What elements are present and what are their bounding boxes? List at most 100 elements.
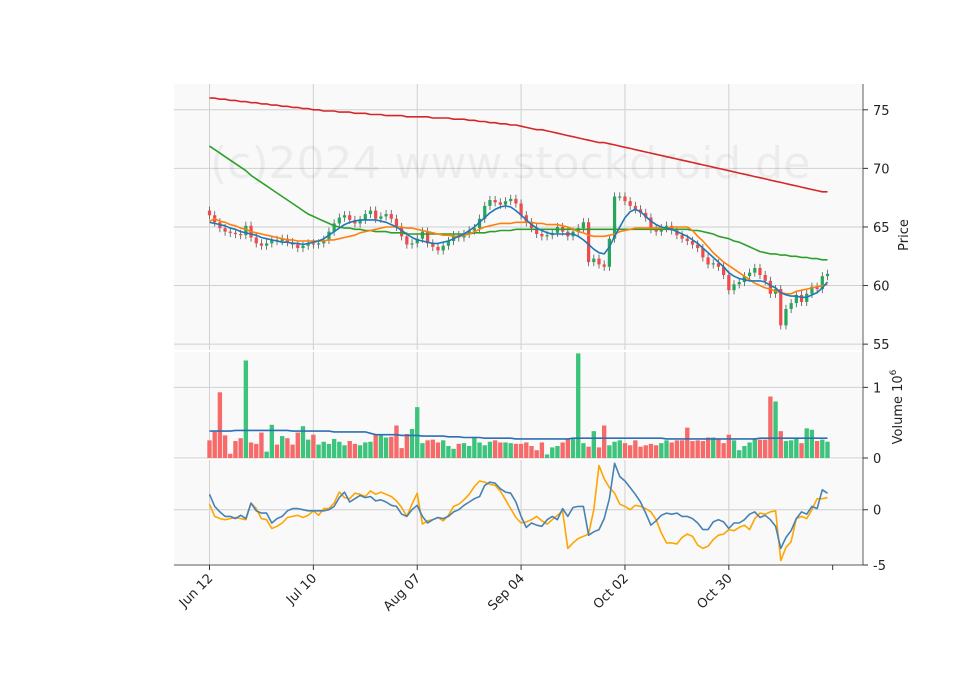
volume-bar bbox=[773, 401, 778, 458]
volume-bar bbox=[565, 438, 571, 458]
candle-body bbox=[711, 263, 715, 265]
candle-body bbox=[815, 286, 819, 290]
candle-body bbox=[296, 244, 300, 249]
candle-body bbox=[280, 238, 284, 242]
candle-body bbox=[467, 230, 471, 234]
volume-axis-label: Volume 106 bbox=[889, 369, 906, 444]
price-tick-label: 60 bbox=[873, 280, 890, 295]
candle-body bbox=[607, 238, 611, 267]
volume-bar bbox=[602, 425, 607, 458]
candle-body bbox=[618, 196, 622, 198]
candle-body bbox=[519, 203, 523, 216]
volume-bar bbox=[409, 429, 415, 458]
candle-body bbox=[799, 294, 804, 302]
volume-bar bbox=[347, 441, 352, 458]
volume-bar bbox=[498, 442, 503, 458]
candle-body bbox=[535, 228, 539, 234]
volume-bar bbox=[425, 440, 430, 458]
candle-body bbox=[394, 218, 399, 227]
oscillator-tick-label: -5 bbox=[873, 559, 886, 574]
candle-body bbox=[727, 275, 731, 291]
volume-bar bbox=[212, 431, 217, 458]
candle-body bbox=[384, 214, 388, 217]
ma-long-line bbox=[209, 145, 828, 261]
volume-bar bbox=[700, 441, 706, 458]
watermark-text: (c)2024 www.stockdroid.de bbox=[210, 138, 810, 189]
volume-bar bbox=[524, 442, 529, 458]
volume-bar bbox=[305, 439, 311, 458]
volume-bar bbox=[534, 450, 539, 458]
volume-bar bbox=[757, 439, 763, 458]
candle-body bbox=[696, 244, 700, 249]
volume-bar bbox=[794, 437, 799, 458]
osc-panel-background bbox=[174, 460, 863, 565]
volume-bar bbox=[269, 424, 275, 458]
volume-bar bbox=[326, 443, 332, 458]
candle-body bbox=[794, 294, 798, 304]
volume-ma-line bbox=[209, 429, 828, 440]
candle-body bbox=[820, 276, 824, 290]
volume-bar bbox=[461, 443, 467, 458]
volume-bar bbox=[399, 448, 404, 458]
volume-bar bbox=[508, 443, 513, 458]
volume-bar bbox=[482, 445, 487, 458]
candle-body bbox=[316, 243, 321, 245]
candle-body bbox=[737, 282, 741, 285]
candle-body bbox=[747, 272, 752, 277]
volume-bar bbox=[711, 437, 716, 458]
candle-body bbox=[254, 237, 258, 244]
price-tick-label: 70 bbox=[873, 162, 890, 177]
volume-bar bbox=[814, 441, 820, 458]
volume-bar bbox=[420, 443, 425, 458]
volume-panel bbox=[207, 353, 830, 458]
candle-body bbox=[623, 196, 627, 202]
volume-bar bbox=[752, 438, 757, 458]
volume-bar bbox=[638, 446, 643, 458]
volume-bar bbox=[513, 443, 519, 458]
volume-bar bbox=[737, 450, 742, 458]
volume-bar bbox=[285, 438, 290, 458]
candle-body bbox=[758, 267, 762, 276]
volume-bar bbox=[726, 434, 732, 458]
candle-body bbox=[628, 201, 632, 206]
candle-body bbox=[368, 210, 373, 215]
candle-body bbox=[426, 231, 430, 244]
candle-body bbox=[633, 205, 637, 210]
volume-bar bbox=[280, 436, 285, 458]
candle-body bbox=[680, 235, 684, 239]
candle-body bbox=[265, 243, 269, 246]
volume-bar bbox=[316, 444, 321, 458]
candle-body bbox=[363, 214, 367, 220]
ma-short-line bbox=[209, 205, 829, 299]
volume-bar bbox=[290, 444, 295, 458]
volume-tick-label: 0 bbox=[873, 452, 881, 467]
volume-bar bbox=[243, 360, 249, 458]
candle-body bbox=[332, 223, 336, 232]
volume-bar bbox=[274, 444, 280, 458]
candle-body bbox=[545, 235, 549, 237]
volume-bar bbox=[373, 434, 378, 458]
candle-body bbox=[768, 280, 772, 294]
volume-bar bbox=[259, 432, 264, 458]
candle-body bbox=[306, 243, 310, 246]
price-tick-label: 75 bbox=[873, 104, 890, 119]
volume-bar bbox=[617, 440, 622, 458]
volume-bar bbox=[357, 445, 363, 458]
candle-body bbox=[670, 225, 674, 231]
volume-bar bbox=[451, 448, 456, 458]
candle-body bbox=[472, 228, 476, 231]
volume-bar bbox=[643, 445, 648, 458]
volume-bar bbox=[747, 442, 752, 458]
candle-body bbox=[514, 198, 518, 204]
volume-bar bbox=[441, 440, 446, 458]
candle-body bbox=[597, 258, 601, 265]
volume-bar bbox=[311, 434, 316, 458]
volume-bar bbox=[352, 443, 358, 458]
volume-bar bbox=[363, 442, 368, 458]
volume-bar bbox=[456, 443, 461, 458]
candle-body bbox=[810, 286, 814, 294]
volume-bar bbox=[607, 445, 612, 458]
candle-body bbox=[410, 243, 414, 245]
candle-body bbox=[612, 196, 617, 239]
volume-bar bbox=[446, 445, 451, 458]
